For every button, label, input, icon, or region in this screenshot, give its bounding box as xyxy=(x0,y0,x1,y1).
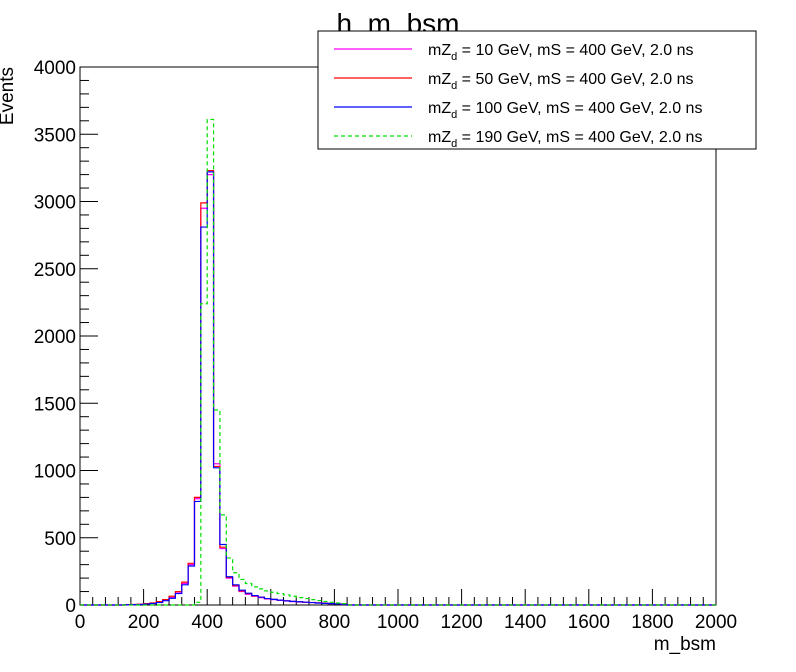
legend: mZd = 10 GeV, mS = 400 GeV, 2.0 ns mZd = … xyxy=(317,30,757,150)
x-tick-label: 2000 xyxy=(695,612,737,633)
y-axis-title: Events xyxy=(0,67,18,125)
y-tick-label: 1500 xyxy=(34,394,76,415)
x-tick-label: 600 xyxy=(255,612,287,633)
y-tick-label: 0 xyxy=(65,596,76,617)
x-axis-title: m_bsm xyxy=(654,634,716,655)
y-tick-label: 4000 xyxy=(34,58,76,79)
series-line-1 xyxy=(80,174,716,606)
series-line-4 xyxy=(80,118,716,606)
y-tick-label: 3500 xyxy=(34,125,76,146)
x-tick-label: 800 xyxy=(319,612,351,633)
series-layer xyxy=(80,118,716,606)
x-tick-label: 1600 xyxy=(568,612,610,633)
legend-label-4: mZd = 190 GeV, mS = 400 GeV, 2.0 ns xyxy=(428,129,702,150)
x-tick-label: 1000 xyxy=(377,612,419,633)
legend-label-1: mZd = 10 GeV, mS = 400 GeV, 2.0 ns xyxy=(428,42,694,63)
y-tick-label: 2500 xyxy=(34,260,76,281)
legend-box xyxy=(317,30,757,150)
x-tick-label: 0 xyxy=(75,612,86,633)
x-tick-label: 1200 xyxy=(440,612,482,633)
x-tick-label: 400 xyxy=(191,612,223,633)
series-line-3 xyxy=(80,171,716,606)
y-tick-label: 500 xyxy=(44,529,76,550)
series-line-2 xyxy=(80,169,716,606)
x-tick-label: 1400 xyxy=(504,612,546,633)
x-tick-label: 1800 xyxy=(631,612,673,633)
legend-label-3: mZd = 100 GeV, mS = 400 GeV, 2.0 ns xyxy=(428,100,702,121)
axes: 0 200 400 600 800 1000 1200 1400 1600 1800 2000 0 50… xyxy=(34,58,737,633)
x-tick-label: 200 xyxy=(128,612,160,633)
y-tick-label: 1000 xyxy=(34,462,76,483)
y-tick-label: 2000 xyxy=(34,327,76,348)
y-tick-label: 3000 xyxy=(34,193,76,214)
legend-label-2: mZd = 50 GeV, mS = 400 GeV, 2.0 ns xyxy=(428,71,694,92)
